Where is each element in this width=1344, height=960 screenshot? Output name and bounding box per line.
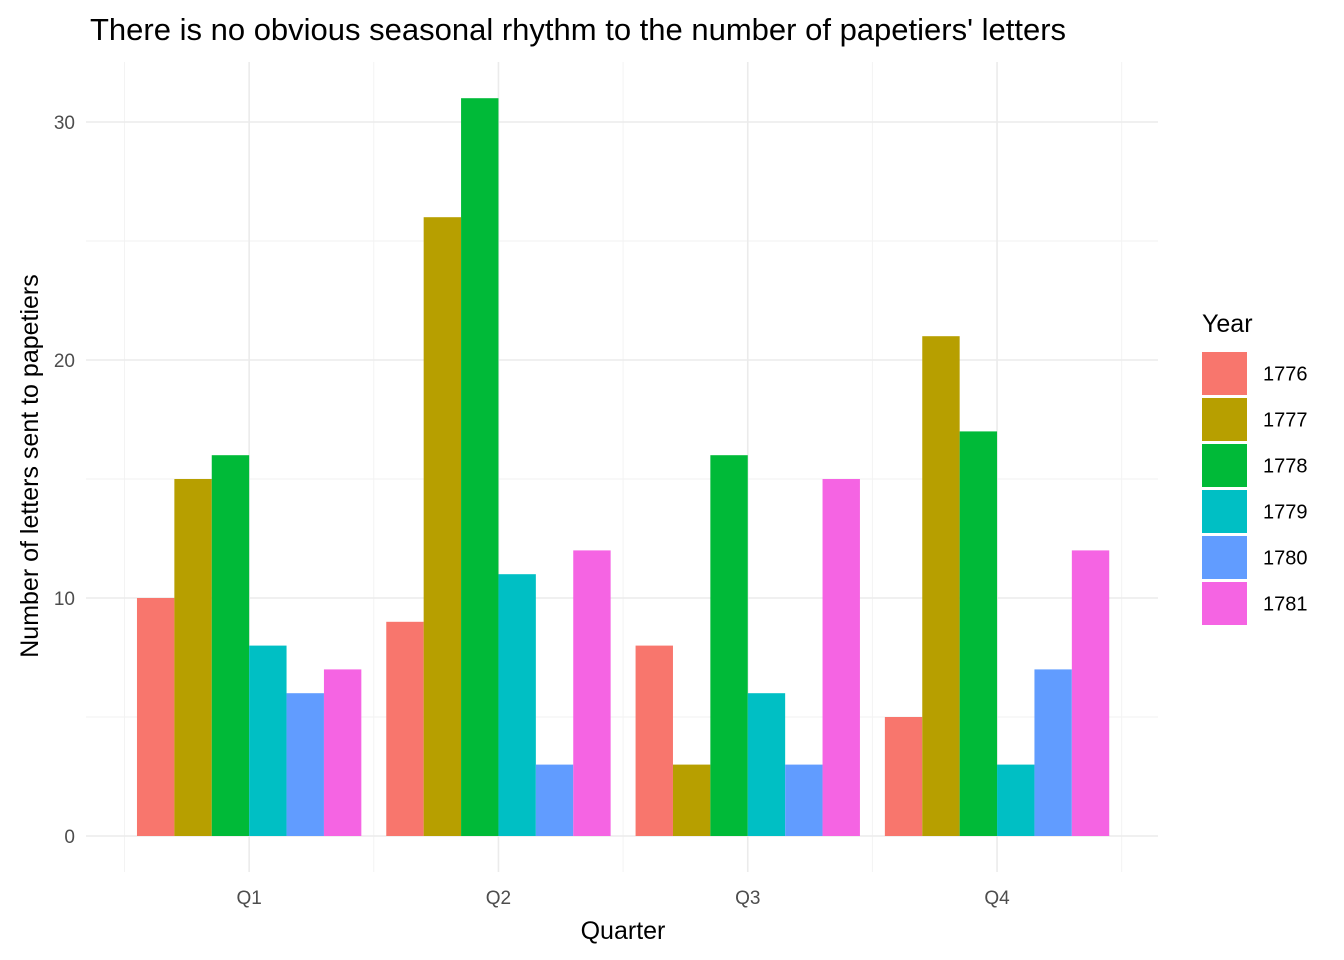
legend-key-1781 [1202,582,1247,625]
bar-q2-1778 [461,98,499,836]
bar-q4-1777 [922,336,960,836]
bar-q3-1779 [747,693,786,836]
y-tick-label: 0 [64,827,75,848]
legend-label-1779: 1779 [1263,502,1308,524]
y-axis-ticks: 0 10 20 30 [54,113,75,848]
legend-label-1781: 1781 [1263,594,1308,616]
legend-key-1780 [1202,536,1247,579]
bar-q3-1781 [822,479,860,836]
bar-q4-1781 [1071,550,1110,836]
bar-q3-1777 [672,764,711,836]
legend-key-1779 [1202,490,1247,533]
legend-label-1777: 1777 [1263,410,1308,432]
legend-key-1777 [1202,398,1247,441]
x-tick-label: Q3 [735,888,760,909]
bar-q3-1778 [710,455,748,836]
y-tick-label: 30 [54,113,75,134]
y-tick-label: 10 [54,589,75,610]
x-tick-label: Q1 [236,888,261,909]
legend-label-1776: 1776 [1263,364,1308,386]
bar-q1-1780 [286,693,324,836]
bar-q3-1776 [635,645,673,836]
bar-q2-1776 [386,621,424,836]
bar-q2-1777 [423,217,462,836]
bar-q2-1780 [535,764,574,836]
legend: Year 1776 1777 1778 1779 1780 1781 [1202,310,1308,625]
legend-title: Year [1202,310,1253,338]
bar-q4-1778 [959,431,998,836]
legend-label-1780: 1780 [1263,548,1308,570]
legend-items: 1776 1777 1778 1779 1780 1781 [1202,352,1308,625]
bar-q1-1779 [249,645,287,836]
bar-q1-1776 [136,598,175,836]
y-axis-title: Number of letters sent to papetiers [16,274,44,658]
bar-q1-1777 [174,479,212,836]
bar-q3-1780 [785,764,823,836]
x-tick-label: Q4 [984,888,1010,909]
bar-q4-1779 [997,764,1035,836]
legend-label-1778: 1778 [1263,456,1308,478]
bar-q1-1778 [211,455,250,836]
bar-q4-1776 [884,717,923,836]
bar-q4-1780 [1034,669,1072,836]
x-axis-ticks: Q1 Q2 Q3 Q4 [236,888,1010,909]
legend-key-1776 [1202,352,1247,395]
bar-q2-1781 [573,550,611,836]
x-tick-label: Q2 [486,888,511,909]
bar-q1-1781 [323,669,362,836]
bars [136,98,1110,836]
y-tick-label: 20 [54,351,75,372]
legend-key-1778 [1202,444,1247,487]
bar-q2-1779 [498,574,536,836]
chart-title: There is no obvious seasonal rhythm to t… [90,12,1066,47]
x-axis-title: Quarter [581,917,666,945]
